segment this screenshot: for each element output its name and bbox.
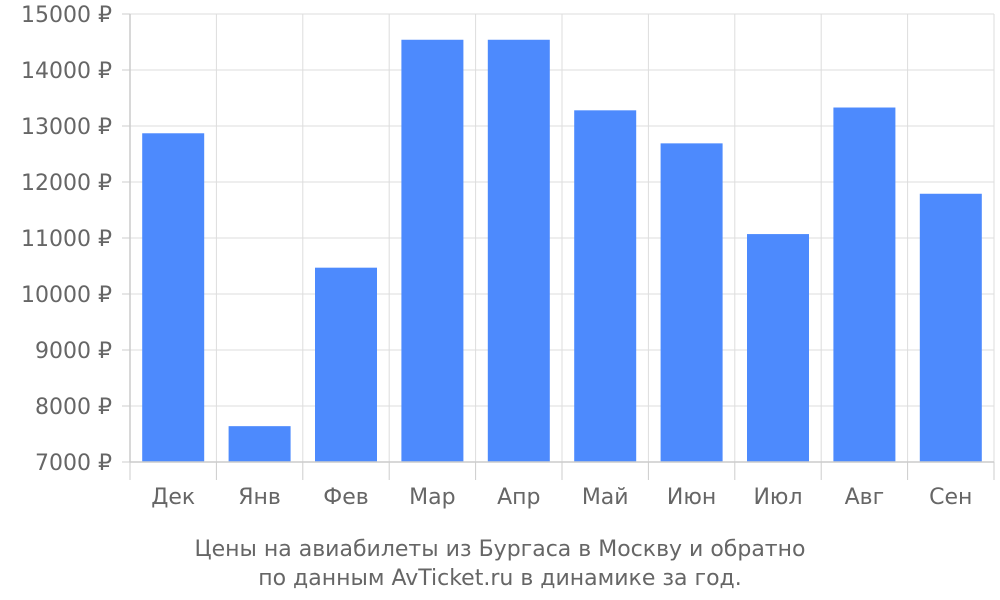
x-tick-label: Май [582, 485, 629, 510]
axes [122, 13, 995, 480]
chart-caption-line-2: по данным AvTicket.ru в динамике за год. [258, 566, 742, 591]
y-tick-label: 13000 ₽ [21, 115, 112, 140]
bar-8 [747, 234, 809, 462]
y-tick-label: 12000 ₽ [21, 171, 112, 196]
bar-3 [315, 267, 377, 462]
bars [142, 39, 982, 463]
bar-7 [660, 143, 723, 463]
bar-2 [228, 426, 291, 462]
x-tick-label: Апр [497, 485, 540, 510]
x-tick-label: Дек [151, 485, 195, 510]
y-tick-label: 14000 ₽ [21, 59, 112, 84]
bar-9 [833, 107, 896, 463]
y-tick-label: 7000 ₽ [35, 451, 112, 476]
y-tick-label: 10000 ₽ [21, 283, 112, 308]
x-tick-label: Фев [323, 485, 368, 510]
x-axis-ticks: Дек Янв Фев Мар Апр Май Июн Июл Авг Сен [151, 485, 972, 510]
x-tick-label: Авг [845, 485, 885, 510]
x-tick-label: Июл [753, 485, 802, 510]
bar-10 [919, 193, 982, 462]
chart-caption-line-1: Цены на авиабилеты из Бургаса в Москву и… [195, 537, 806, 562]
y-axis-ticks: 7000 ₽ 8000 ₽ 9000 ₽ 10000 ₽ 11000 ₽ 12000 ₽ 1… [21, 3, 112, 476]
x-tick-label: Янв [238, 485, 281, 510]
bar-4 [401, 39, 464, 462]
x-tick-label: Июн [667, 485, 716, 510]
x-tick-label: Сен [929, 485, 972, 510]
bar-1 [142, 133, 205, 462]
y-tick-label: 9000 ₽ [35, 339, 112, 364]
x-tick-label: Мар [409, 485, 455, 510]
bar-6 [574, 110, 637, 462]
bar-5 [487, 39, 550, 462]
grid-lines [129, 13, 995, 463]
y-tick-label: 15000 ₽ [21, 3, 112, 28]
y-tick-label: 8000 ₽ [35, 395, 112, 420]
y-tick-label: 11000 ₽ [21, 227, 112, 252]
